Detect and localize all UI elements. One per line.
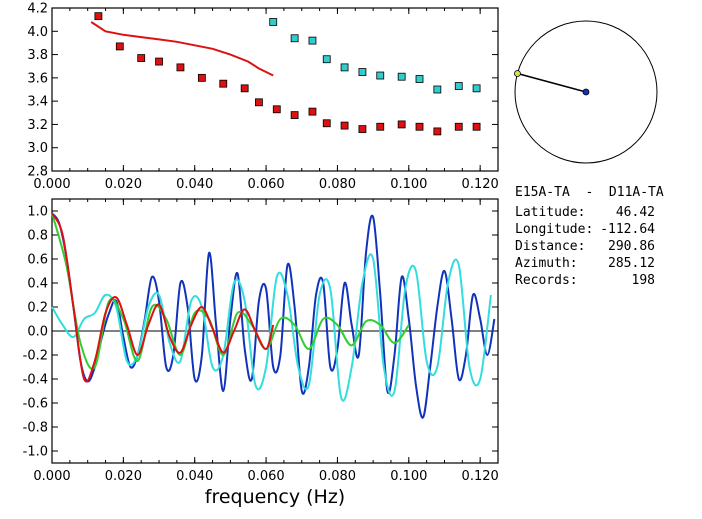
dispersion-point-cyan <box>397 72 406 81</box>
x-tick-label: 0.100 <box>390 177 427 192</box>
dispersion-point-red <box>322 119 331 128</box>
correlation-ticks: 0.000 0.020 0.040 0.060 0.080 0.100 0.120 1.0 0.… <box>23 199 499 484</box>
correlation-panel: 0.000 0.020 0.040 0.060 0.080 0.100 0.120 1.0 0.… <box>23 198 499 508</box>
dispersion-point-cyan <box>290 34 299 43</box>
records-value: 198 <box>632 273 655 288</box>
dispersion-point-red <box>397 120 406 129</box>
y-tick-label: -0.6 <box>23 397 48 412</box>
dispersion-point-cyan <box>376 71 385 80</box>
dispersion-point-cyan <box>269 18 278 26</box>
x-tick-label: 0.000 <box>33 177 70 192</box>
x-tick-label: 0.040 <box>176 177 213 192</box>
x-tick-label: 0.040 <box>176 469 213 484</box>
y-tick-label: -0.2 <box>23 349 48 364</box>
dispersion-point-red <box>308 107 317 116</box>
y-tick-label: 4.0 <box>27 25 48 40</box>
y-tick-label: -1.0 <box>23 445 48 460</box>
dispersion-point-cyan <box>415 75 424 83</box>
latitude-label: Latitude: <box>515 205 585 220</box>
y-tick-label: 3.0 <box>27 141 48 156</box>
dispersion-point-cyan <box>454 82 463 90</box>
x-tick-label: 0.080 <box>319 177 356 192</box>
x-tick-label: 0.000 <box>33 469 70 484</box>
dispersion-point-red <box>115 42 124 51</box>
x-tick-label: 0.060 <box>247 469 284 484</box>
dispersion-point-red <box>94 12 103 21</box>
y-tick-label: -0.8 <box>23 421 48 436</box>
map-station-path <box>517 72 587 93</box>
y-tick-label: 0.4 <box>27 277 48 292</box>
y-tick-label: 3.8 <box>27 48 48 63</box>
map-station-a-marker <box>514 70 521 77</box>
longitude-value: -112.64 <box>600 222 655 237</box>
distance-label: Distance: <box>515 239 585 254</box>
dispersion-point-red <box>137 54 146 62</box>
station-pair: E15A-TA - D11A-TA <box>515 185 664 200</box>
x-tick-label: 0.080 <box>319 469 356 484</box>
x-tick-label: 0.120 <box>462 177 499 192</box>
y-tick-label: 0.2 <box>27 301 48 316</box>
correlation-data <box>51 212 498 419</box>
correlation-curve-red <box>51 212 275 383</box>
dispersion-point-red <box>155 57 163 66</box>
y-tick-label: 1.0 <box>27 205 48 220</box>
dispersion-data <box>90 12 481 136</box>
dispersion-point-red <box>219 79 228 88</box>
station-info: E15A-TA - D11A-TA Latitude: 46.42 Longit… <box>515 185 664 288</box>
latitude-value: 46.42 <box>616 205 655 220</box>
distance-value: 290.86 <box>608 239 655 254</box>
dispersion-point-cyan <box>322 55 331 64</box>
dispersion-point-red <box>454 122 463 131</box>
azimuth-label: Azimuth: <box>515 256 578 271</box>
dispersion-point-red <box>290 111 299 120</box>
dispersion-point-red <box>415 122 424 131</box>
dispersion-point-red <box>240 84 249 93</box>
dispersion-point-red <box>376 122 385 131</box>
map-circle <box>514 20 658 164</box>
longitude-label: Longitude: <box>515 222 593 237</box>
dispersion-point-cyan <box>340 63 349 72</box>
dispersion-point-red <box>340 121 349 130</box>
y-tick-label: 3.6 <box>27 71 48 86</box>
dispersion-point-red <box>433 127 442 136</box>
correlation-curve-cyan <box>51 253 492 402</box>
dispersion-point-red <box>255 98 263 107</box>
y-tick-label: -0.4 <box>23 373 48 388</box>
x-axis-label: frequency (Hz) <box>205 486 345 508</box>
dispersion-point-cyan <box>358 68 367 76</box>
y-tick-label: 2.8 <box>27 165 48 180</box>
records-label: Records: <box>515 273 578 288</box>
y-tick-label: 4.2 <box>27 2 48 17</box>
dispersion-ticks: 0.000 0.020 0.040 0.060 0.080 0.100 0.120 2.8 3.… <box>27 2 498 193</box>
y-tick-label: 0.8 <box>27 229 48 244</box>
dispersion-panel: 0.000 0.020 0.040 0.060 0.080 0.100 0.120 2.8 3.… <box>27 2 498 193</box>
dispersion-plot-frame <box>51 7 499 172</box>
x-tick-label: 0.020 <box>105 177 142 192</box>
azimuth-value: 285.12 <box>608 256 655 271</box>
dispersion-point-cyan <box>308 36 317 45</box>
y-tick-label: 3.2 <box>27 118 48 133</box>
station-map <box>514 20 658 164</box>
x-tick-label: 0.060 <box>247 177 284 192</box>
x-tick-label: 0.120 <box>462 469 499 484</box>
x-tick-label: 0.020 <box>105 469 142 484</box>
dispersion-point-red <box>176 63 185 72</box>
dispersion-point-red <box>358 125 367 133</box>
dispersion-model-curve <box>90 21 274 77</box>
dispersion-point-cyan <box>433 85 442 94</box>
dispersion-point-red <box>472 122 481 131</box>
x-tick-label: 0.100 <box>390 469 427 484</box>
dispersion-point-red <box>197 73 206 82</box>
dispersion-point-cyan <box>472 84 481 93</box>
y-tick-label: 0.6 <box>27 253 48 268</box>
y-tick-label: 0.0 <box>27 325 48 340</box>
map-station-b-marker <box>582 88 590 96</box>
dispersion-point-red <box>272 105 281 114</box>
y-tick-label: 3.4 <box>27 95 48 110</box>
